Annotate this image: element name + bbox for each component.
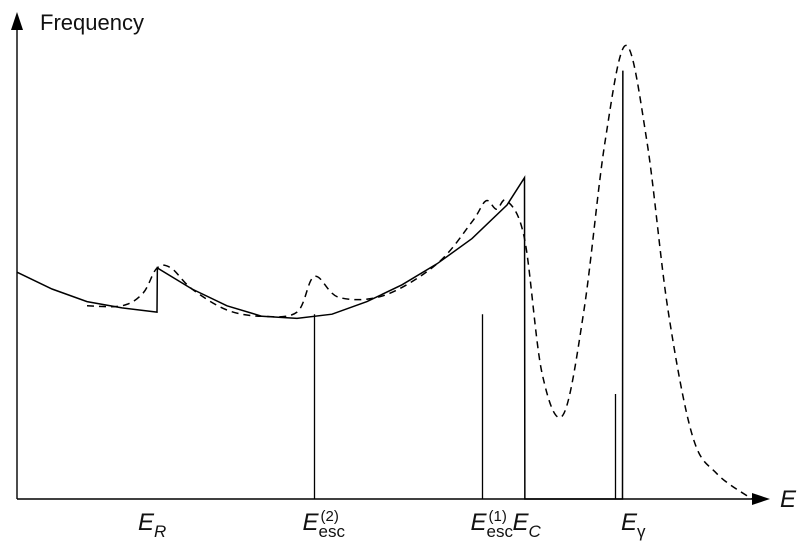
tick-label-subscript: esc bbox=[487, 522, 514, 541]
dashed-series-line bbox=[86, 44, 753, 500]
tick-label-subscript: R bbox=[154, 522, 166, 541]
series-group bbox=[16, 44, 753, 500]
x-axis-label: E bbox=[780, 486, 797, 513]
x-axis-arrow bbox=[752, 493, 770, 505]
tick-label-main: E bbox=[471, 509, 488, 536]
tick-label-main: E bbox=[138, 509, 155, 536]
axes bbox=[11, 12, 770, 505]
tick-label-subscript: C bbox=[529, 522, 542, 541]
y-axis-label: Frequency bbox=[40, 10, 144, 35]
tick-label-subscript: esc bbox=[319, 522, 346, 541]
tick-label-main: E bbox=[621, 509, 638, 536]
tick-label-superscript: (2) bbox=[321, 508, 339, 525]
solid-series-line bbox=[16, 70, 624, 500]
tick-label-superscript: (1) bbox=[489, 508, 507, 525]
tick-label-main: E bbox=[513, 509, 530, 536]
axis-labels: Frequency E bbox=[40, 10, 797, 513]
tick-label-main: E bbox=[303, 509, 320, 536]
tick-label-subscript: γ bbox=[637, 522, 646, 541]
marker-lines bbox=[313, 314, 617, 499]
y-axis-arrow bbox=[11, 12, 23, 30]
